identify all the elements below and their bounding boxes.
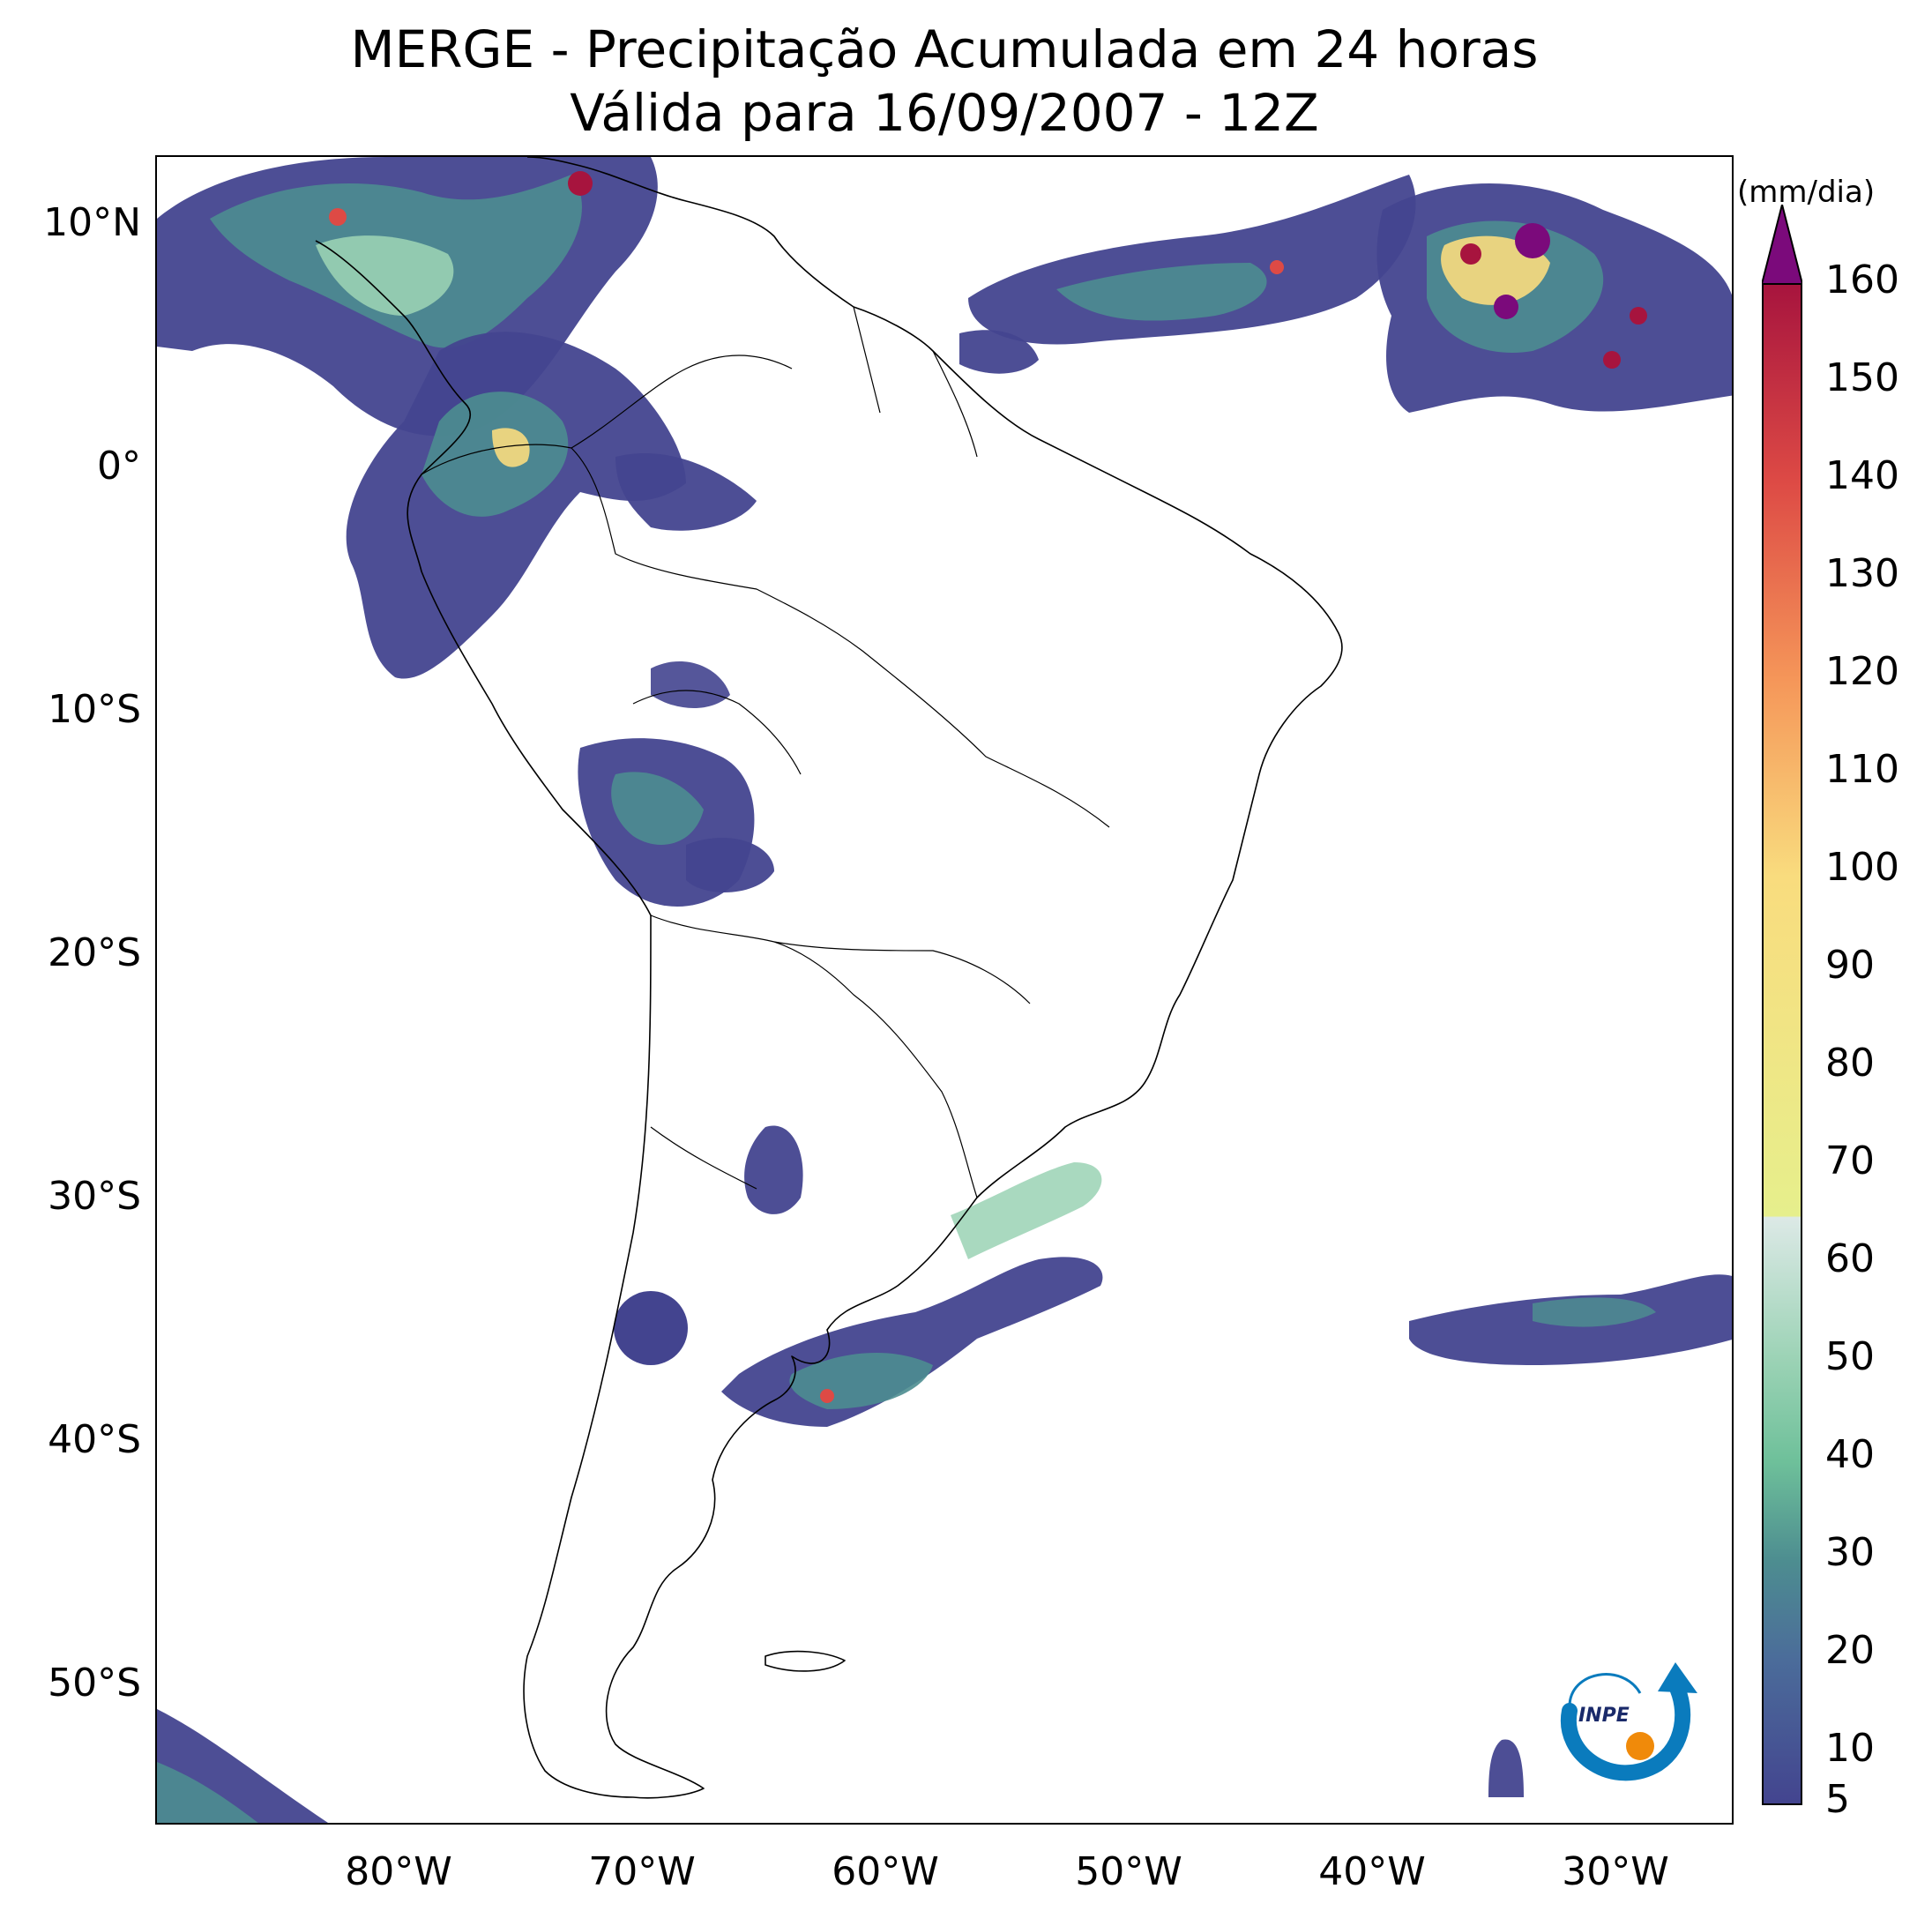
- precip-area-uruguay: [721, 1257, 1103, 1427]
- precip-area-itcz-west: [968, 175, 1416, 345]
- lat-label-30s: 30°S: [48, 1174, 141, 1219]
- precip-core-southwest-corner: [157, 1762, 258, 1823]
- precip-peak-itcz-1: [1515, 223, 1550, 258]
- map-title: MERGE - Precipitação Acumulada em 24 hor…: [350, 19, 1539, 79]
- precip-peak-itcz-4: [1630, 307, 1647, 325]
- south-america-coastline: [315, 157, 1343, 1799]
- colorbar-tick-5: 5: [1825, 1777, 1850, 1822]
- lat-label-50s: 50°S: [48, 1661, 141, 1706]
- colorbar-tick-60: 60: [1825, 1236, 1875, 1281]
- precip-peak-itcz-2: [1460, 243, 1481, 265]
- colorbar-tick-50: 50: [1825, 1334, 1875, 1379]
- lat-label-10n: 10°N: [43, 200, 141, 245]
- precip-area-argentina-west: [614, 1291, 688, 1365]
- colorbar-gradient: [1762, 283, 1802, 1805]
- precip-peak-colombia: [568, 171, 593, 196]
- colorbar-tick-100: 100: [1825, 845, 1899, 890]
- colorbar-tick-110: 110: [1825, 747, 1899, 792]
- inpe-logo-orbit: [1568, 1673, 1642, 1707]
- colorbar-tick-20: 20: [1825, 1628, 1875, 1673]
- precip-peak-itcz-5: [1603, 351, 1621, 369]
- precip-high-colombia: [316, 235, 454, 316]
- colorbar-tick-30: 30: [1825, 1530, 1875, 1575]
- precip-core-itcz-west: [1056, 263, 1267, 321]
- lon-label-50w: 50°W: [1075, 1849, 1182, 1894]
- colorbar-unit: (mm/dia): [1737, 175, 1876, 210]
- lat-label-40s: 40°S: [48, 1417, 141, 1462]
- map-panel: [155, 155, 1734, 1825]
- colorbar-tick-10: 10: [1825, 1726, 1875, 1771]
- lon-label-60w: 60°W: [832, 1849, 939, 1894]
- colorbar-tick-160: 160: [1825, 258, 1899, 302]
- precipitation-layer: [157, 157, 1732, 1823]
- colorbar-tick-120: 120: [1825, 649, 1899, 694]
- precip-peak-uruguay: [820, 1389, 834, 1403]
- precip-core-western-amazon: [421, 392, 569, 517]
- precip-core-south-atlantic: [1533, 1297, 1656, 1327]
- precip-band-offshore-south: [951, 1162, 1102, 1259]
- precip-core-bolivia: [611, 772, 704, 845]
- lat-label-0: 0°: [97, 444, 141, 489]
- precip-area-rondonia: [651, 661, 730, 708]
- colorbar-tick-90: 90: [1825, 943, 1875, 988]
- inpe-logo-ring: [1560, 1676, 1691, 1781]
- inpe-logo-text: INPE: [1578, 1705, 1630, 1727]
- colorbar-extend-arrow: [1762, 205, 1802, 285]
- lon-label-30w: 30°W: [1562, 1849, 1669, 1894]
- precip-area-south-atlantic-east: [1488, 1739, 1524, 1797]
- colorbar: [1762, 205, 1802, 1805]
- precip-area-guianas: [959, 330, 1039, 374]
- lon-label-80w: 80°W: [345, 1849, 452, 1894]
- precip-area-bolivia-east: [686, 837, 774, 892]
- lon-label-40w: 40°W: [1318, 1849, 1426, 1894]
- falkland-islands: [765, 1650, 846, 1672]
- inpe-logo-arrow: [1658, 1662, 1697, 1693]
- colorbar-tick-150: 150: [1825, 355, 1899, 400]
- precip-peak-itcz-3: [1494, 295, 1518, 319]
- colorbar-tick-40: 40: [1825, 1432, 1875, 1477]
- country-borders: [421, 306, 1110, 1198]
- colorbar-tick-80: 80: [1825, 1041, 1875, 1086]
- lat-label-20s: 20°S: [48, 930, 141, 975]
- inpe-logo: INPE: [1560, 1662, 1697, 1781]
- coastline-layer: [315, 157, 1343, 1799]
- map-canvas: [157, 157, 1732, 1823]
- inpe-logo-dot: [1626, 1732, 1654, 1760]
- lon-label-70w: 70°W: [588, 1849, 696, 1894]
- colorbar-tick-70: 70: [1825, 1138, 1875, 1183]
- colorbar-tick-130: 130: [1825, 551, 1899, 596]
- lat-label-10s: 10°S: [48, 687, 141, 732]
- precip-band-amazon-east: [615, 452, 757, 531]
- map-subtitle: Válida para 16/09/2007 - 12Z: [570, 83, 1319, 143]
- precip-area-paraguay: [744, 1125, 803, 1214]
- precip-peak-colombia-2: [329, 208, 347, 226]
- precip-high-western-amazon: [492, 428, 530, 467]
- precip-peak-itcz-6: [1270, 260, 1284, 274]
- colorbar-tick-140: 140: [1825, 453, 1899, 498]
